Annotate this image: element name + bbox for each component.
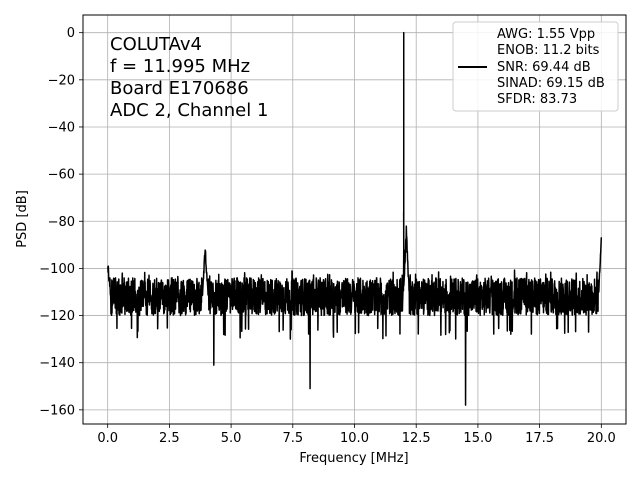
y-tick-label: 0 — [67, 26, 75, 41]
annotation-block: COLUTAv4 f = 11.995 MHz Board E170686 AD… — [110, 34, 268, 121]
x-tick-label: 2.5 — [159, 431, 180, 446]
legend: AWG: 1.55 Vpp ENOB: 11.2 bits SNR: 69.44… — [452, 21, 619, 112]
x-tick-label: 12.5 — [402, 431, 431, 446]
x-tick-label: 10.0 — [340, 431, 369, 446]
legend-box — [452, 21, 619, 112]
series-line — [106, 31, 603, 406]
annotation-line-2: f = 11.995 MHz — [110, 56, 250, 77]
annotation-line-1: COLUTAv4 — [110, 34, 202, 55]
y-tick-label: −20 — [48, 73, 75, 88]
y-tick-label: −40 — [48, 120, 75, 135]
y-axis-label: PSD [dB] — [15, 190, 30, 248]
annotation-line-3: Board E170686 — [110, 78, 249, 99]
legend-entry-snr: SNR: 69.44 dB — [497, 60, 591, 75]
x-tick-label: 15.0 — [463, 431, 492, 446]
annotation-line-4: ADC 2, Channel 1 — [110, 100, 268, 121]
x-tick-label: 20.0 — [587, 431, 616, 446]
y-tick-label: −60 — [48, 168, 75, 183]
x-tick-label: 5.0 — [221, 431, 242, 446]
x-tick-label: 0.0 — [97, 431, 118, 446]
ticks-layer: 0.0 2.5 5.0 7.5 10.0 12.5 15.0 17.5 20.0 0 −20 −40 −… — [39, 26, 616, 446]
y-tick-label: −80 — [48, 215, 75, 230]
y-tick-label: −140 — [39, 356, 75, 371]
legend-entry-enob: ENOB: 11.2 bits — [497, 43, 600, 58]
legend-entry-sfdr: SFDR: 83.73 — [497, 92, 577, 107]
legend-entry-sinad: SINAD: 69.15 dB — [497, 76, 605, 91]
x-tick-label: 7.5 — [282, 431, 303, 446]
y-tick-label: −160 — [39, 403, 75, 418]
y-tick-label: −100 — [39, 262, 75, 277]
y-tick-label: −120 — [39, 309, 75, 324]
series-layer — [106, 31, 603, 406]
x-tick-label: 17.5 — [525, 431, 554, 446]
x-axis-label: Frequency [MHz] — [299, 451, 408, 466]
legend-entry-awg: AWG: 1.55 Vpp — [497, 27, 595, 42]
